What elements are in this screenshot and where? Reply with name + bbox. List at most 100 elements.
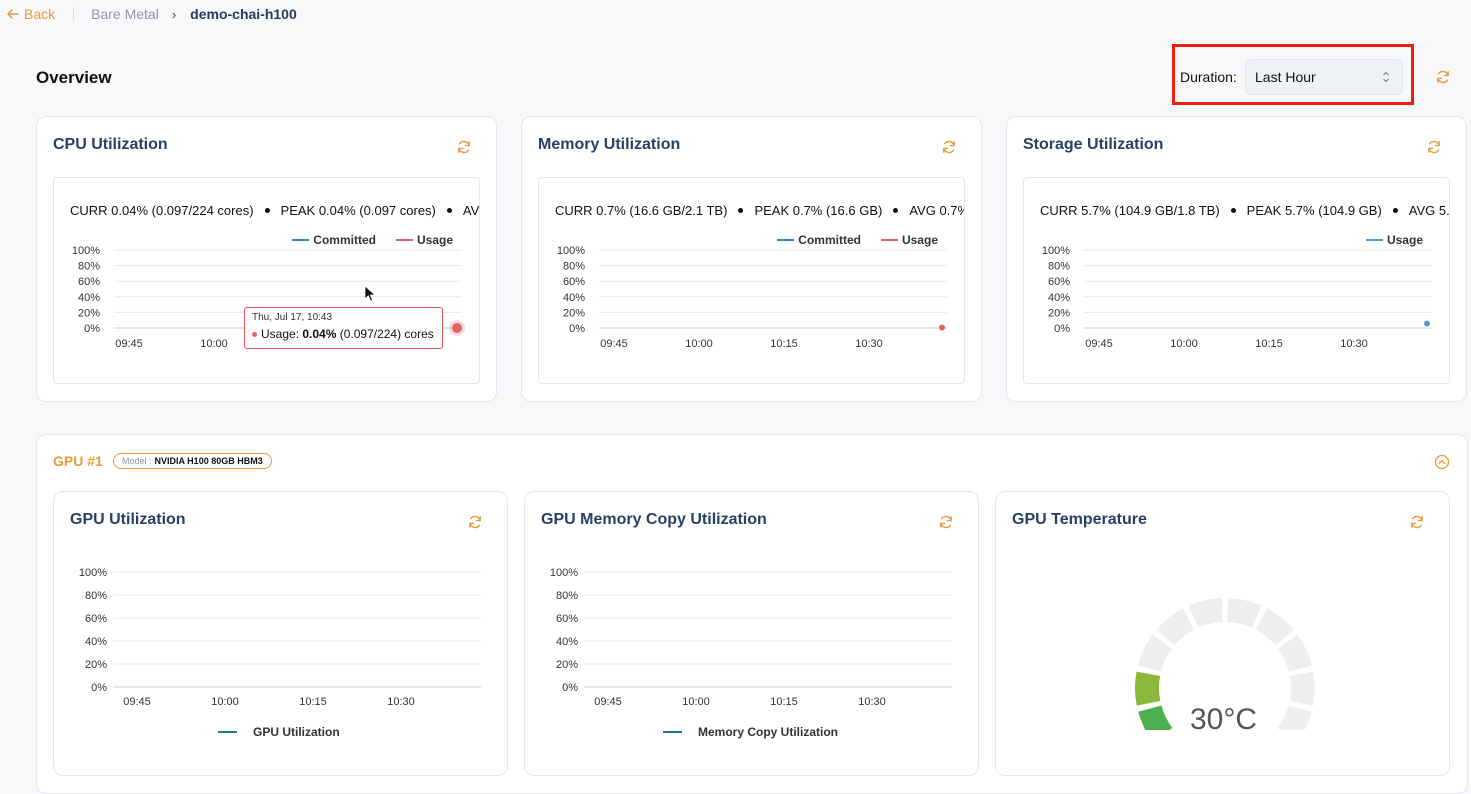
gauge-segment — [1137, 634, 1172, 672]
refresh-icon — [943, 140, 955, 154]
memory-chart-panel: CURR 0.7% (16.6 GB/2.1 TB) PEAK 0.7% (16.… — [538, 177, 965, 384]
y-tick-label: 100% — [550, 567, 578, 579]
data-point — [939, 324, 945, 331]
gauge-segment — [1277, 705, 1312, 730]
x-tick-label: 10:15 — [1255, 338, 1283, 350]
y-tick-label: 100% — [557, 245, 585, 257]
y-tick-label: 100% — [72, 245, 100, 257]
y-tick-label: 80% — [85, 590, 107, 602]
gpu-memcopy-legend: Memory Copy Utilization — [663, 725, 838, 739]
x-tick-label: 09:45 — [594, 696, 622, 708]
gauge-segment — [1278, 634, 1313, 672]
gpu-util-legend: GPU Utilization — [218, 725, 340, 739]
y-tick-label: 20% — [563, 307, 585, 319]
breadcrumb-parent[interactable]: Bare Metal — [91, 6, 159, 22]
cpu-title: CPU Utilization — [53, 136, 168, 153]
gauge-segment — [1135, 671, 1161, 706]
cpu-legend: Committed Usage — [292, 233, 453, 247]
legend-item-committed[interactable]: Committed — [777, 233, 861, 247]
breadcrumb-divider — [73, 7, 75, 21]
gauge-segment — [1227, 598, 1262, 628]
y-tick-label: 20% — [85, 659, 107, 671]
refresh-icon — [940, 515, 952, 529]
gpu-memcopy-title: GPU Memory Copy Utilization — [541, 511, 767, 528]
y-tick-label: 100% — [79, 567, 107, 579]
tooltip-date: Thu, Jul 17, 10:43 — [252, 312, 333, 323]
refresh-icon — [1411, 515, 1423, 529]
y-tick-label: 40% — [78, 292, 100, 304]
back-button[interactable]: Back — [6, 6, 55, 22]
legend-item-usage[interactable]: Usage — [395, 233, 453, 247]
storage-peak: PEAK 5.7% (104.9 GB) — [1246, 203, 1382, 218]
refresh-icon — [1428, 140, 1440, 154]
mouse-pointer-icon — [364, 285, 376, 302]
y-tick-label: 40% — [85, 636, 107, 648]
chevron-up-circle-icon[interactable] — [1434, 454, 1450, 470]
x-tick-label: 09:45 — [115, 338, 143, 350]
x-tick-label: 10:15 — [299, 696, 327, 708]
memory-stats: CURR 0.7% (16.6 GB/2.1 TB) PEAK 0.7% (16.… — [555, 203, 964, 218]
legend-item-gpu-utilization[interactable]: GPU Utilization — [218, 725, 340, 739]
cpu-refresh-button[interactable] — [456, 139, 472, 155]
data-point — [452, 322, 462, 333]
legend-item-committed[interactable]: Committed — [292, 233, 376, 247]
gauge-segment — [1255, 608, 1294, 646]
cpu-avg: AVG 0.04% (0.097 cores) — [462, 203, 480, 218]
legend-item-memory-copy-utilization[interactable]: Memory Copy Utilization — [663, 725, 838, 739]
storage-stats: CURR 5.7% (104.9 GB/1.8 TB) PEAK 5.7% (10… — [1040, 203, 1450, 218]
cpu-peak: PEAK 0.04% (0.097 cores) — [280, 203, 436, 218]
y-tick-label: 0% — [91, 682, 107, 694]
y-tick-label: 80% — [563, 261, 585, 273]
gpu-temp-refresh-button[interactable] — [1409, 514, 1425, 530]
x-tick-label: 10:15 — [770, 338, 798, 350]
highlight-box — [1172, 44, 1414, 105]
y-tick-label: 40% — [1048, 292, 1070, 304]
gauge-segment — [1289, 671, 1315, 706]
cpu-curr: CURR 0.04% (0.097/224 cores) — [70, 203, 254, 218]
chevron-right-icon: › — [171, 6, 177, 22]
gauge-segment — [1138, 705, 1173, 730]
y-tick-label: 20% — [556, 659, 578, 671]
x-tick-label: 10:30 — [387, 696, 415, 708]
gpu-util-refresh-button[interactable] — [467, 514, 483, 530]
y-tick-label: 60% — [78, 276, 100, 288]
arrow-left-icon — [7, 9, 19, 19]
cpu-stats: CURR 0.04% (0.097/224 cores) PEAK 0.04% (… — [70, 203, 480, 218]
memory-title: Memory Utilization — [538, 136, 681, 153]
memory-legend: Committed Usage — [777, 233, 938, 247]
data-point — [1424, 320, 1430, 327]
gpu-temp-title: GPU Temperature — [1012, 511, 1147, 528]
storage-refresh-button[interactable] — [1426, 139, 1442, 155]
x-tick-label: 10:00 — [200, 338, 228, 350]
x-tick-label: 10:00 — [685, 338, 713, 350]
gauge-segment — [1188, 598, 1223, 628]
y-tick-label: 60% — [1048, 276, 1070, 288]
memory-peak: PEAK 0.7% (16.6 GB) — [754, 203, 883, 218]
refresh-icon — [458, 140, 470, 154]
legend-item-usage[interactable]: Usage — [880, 233, 938, 247]
storage-avg: AVG 5.7% (104.9 GB) — [1408, 203, 1450, 218]
duration-select[interactable]: Last Hour — [1245, 59, 1403, 95]
gpu-memcopy-chart: 100% 80% 60% 40% 20% 0% 09:45 10:00 10:15 10:30 — [550, 567, 952, 708]
gpu-memcopy-refresh-button[interactable] — [938, 514, 954, 530]
storage-legend: Usage — [1365, 233, 1423, 247]
y-tick-label: 80% — [556, 590, 578, 602]
y-tick-label: 40% — [563, 292, 585, 304]
memory-chart: 100% 80% 60% 40% 20% 0% 09:45 10:00 10:15 10:30 — [557, 245, 947, 350]
y-tick-label: 0% — [562, 682, 578, 694]
y-tick-label: 0% — [84, 323, 100, 335]
back-label: Back — [24, 6, 56, 22]
y-tick-label: 20% — [1048, 307, 1070, 319]
refresh-icon — [469, 515, 481, 529]
gpu-util-title: GPU Utilization — [70, 511, 186, 528]
storage-chart-panel: CURR 5.7% (104.9 GB/1.8 TB) PEAK 5.7% (10… — [1023, 177, 1450, 384]
y-tick-label: 0% — [569, 323, 585, 335]
storage-title: Storage Utilization — [1023, 136, 1164, 153]
cpu-chart: 100% 80% 60% 40% 20% 0% 09:45 10:00 — [72, 245, 465, 350]
storage-chart: 100% 80% 60% 40% 20% 0% 09:45 10:00 10:15 10:30 — [1042, 245, 1432, 350]
memory-refresh-button[interactable] — [941, 139, 957, 155]
cpu-tooltip: Thu, Jul 17, 10:43 Usage: 0.04% (0.097/2… — [244, 307, 443, 349]
refresh-all-button[interactable] — [1435, 69, 1451, 85]
legend-item-usage[interactable]: Usage — [1365, 233, 1423, 247]
x-tick-label: 10:30 — [858, 696, 886, 708]
